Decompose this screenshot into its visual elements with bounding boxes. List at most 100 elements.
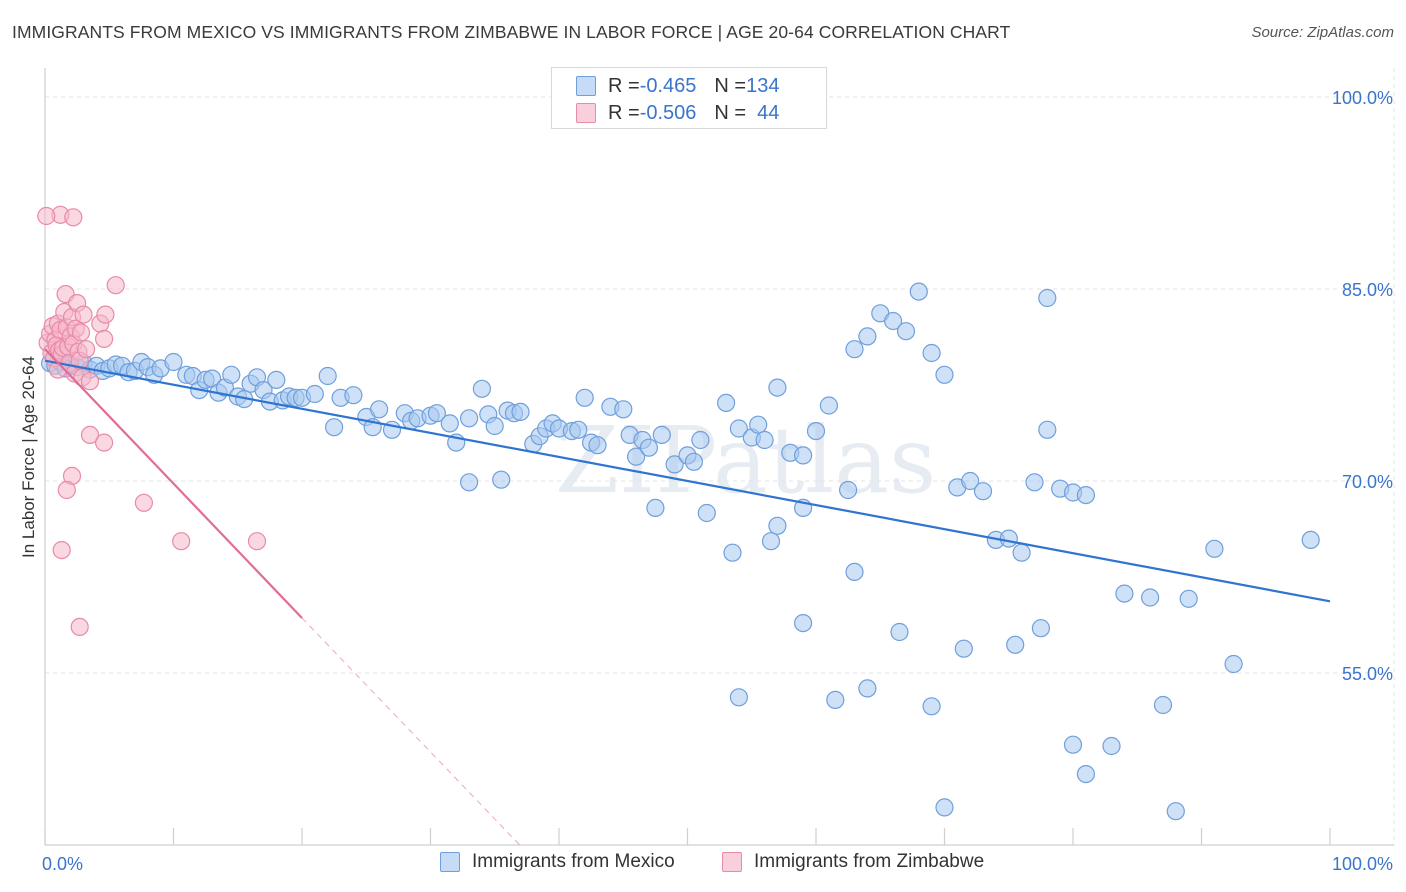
- point-mexico: [1301, 530, 1320, 550]
- point-mexico: [723, 543, 742, 562]
- x-tick-label-max: 100.0%: [1332, 854, 1393, 874]
- axes: [44, 68, 1394, 846]
- point-mexico: [1012, 543, 1031, 562]
- point-zimbabwe: [172, 532, 191, 551]
- point-mexico: [485, 416, 504, 436]
- point-zimbabwe: [76, 340, 96, 359]
- series-legend-swatch-mexico: [440, 852, 460, 872]
- point-mexico: [614, 400, 633, 419]
- point-mexico: [761, 532, 781, 551]
- point-mexico: [1166, 802, 1185, 821]
- legend-r-label: R =: [608, 101, 640, 124]
- point-mexico: [1179, 589, 1198, 608]
- point-zimbabwe: [134, 493, 153, 512]
- point-mexico: [1063, 735, 1083, 754]
- legend-r-value-zimbabwe: -0.506: [639, 101, 697, 124]
- point-mexico: [318, 366, 337, 386]
- legend-r-label: R =: [608, 74, 640, 97]
- point-mexico: [691, 430, 710, 450]
- point-mexico: [1076, 486, 1096, 505]
- point-mexico: [665, 455, 684, 474]
- point-zimbabwe: [247, 532, 267, 551]
- point-mexico: [890, 622, 909, 642]
- series-zimbabwe: [37, 205, 267, 637]
- point-mexico: [729, 688, 749, 707]
- point-mexico: [1038, 288, 1057, 308]
- legend-swatch-zimbabwe: [576, 103, 596, 123]
- point-mexico: [1006, 635, 1025, 654]
- point-zimbabwe: [71, 323, 91, 342]
- point-mexico: [838, 480, 858, 500]
- series-legend: Immigrants from Mexico Immigrants from Z…: [0, 851, 1406, 877]
- point-mexico: [684, 452, 704, 471]
- series-legend-swatch-zimbabwe: [722, 852, 742, 872]
- y-axis-label: In Labor Force | Age 20-64: [19, 356, 38, 558]
- x-tick-labels: 0.0% 100.0%: [42, 854, 1393, 874]
- point-mexico: [768, 378, 787, 397]
- point-mexico: [427, 404, 446, 423]
- point-mexico: [1031, 619, 1051, 638]
- series-mexico: [40, 282, 1320, 821]
- point-zimbabwe: [37, 206, 56, 226]
- correlation-legend: R = -0.465 N = 134 R = -0.506 N = 44: [551, 67, 827, 129]
- point-mexico: [164, 352, 183, 372]
- legend-row-zimbabwe: R = -0.506 N = 44: [576, 101, 779, 125]
- point-mexico: [858, 679, 877, 698]
- series-legend-label-mexico: Immigrants from Mexico: [472, 851, 675, 872]
- point-mexico: [954, 639, 973, 658]
- chart-title: IMMIGRANTS FROM MEXICO VS IMMIGRANTS FRO…: [12, 22, 1011, 42]
- point-mexico: [793, 613, 813, 633]
- y-tick-label: 70.0%: [1342, 472, 1393, 492]
- legend-n-label: N =: [714, 74, 747, 97]
- point-mexico: [460, 409, 479, 428]
- point-mexico: [935, 365, 954, 384]
- point-mexico: [460, 473, 479, 492]
- point-mexico: [749, 415, 768, 434]
- series-legend-mexico: Immigrants from Mexico: [440, 851, 675, 873]
- point-mexico: [909, 282, 928, 301]
- point-mexico: [819, 396, 839, 415]
- point-zimbabwe: [106, 276, 125, 295]
- point-mexico: [639, 438, 659, 457]
- point-mexico: [1025, 473, 1044, 492]
- point-mexico: [883, 311, 903, 331]
- legend-r-value-mexico: -0.465: [639, 74, 697, 97]
- point-mexico: [344, 386, 363, 405]
- point-mexico: [222, 365, 241, 384]
- chart-source: Source: ZipAtlas.com: [1251, 24, 1394, 41]
- point-mexico: [729, 419, 749, 438]
- point-mexico: [845, 562, 864, 582]
- point-zimbabwe: [64, 208, 83, 227]
- y-tick-label: 85.0%: [1342, 280, 1393, 300]
- point-zimbabwe: [96, 305, 115, 324]
- point-mexico: [973, 482, 993, 501]
- point-mexico: [626, 447, 646, 466]
- point-mexico: [755, 430, 774, 450]
- x-tick-label-min: 0.0%: [42, 854, 83, 874]
- y-tick-labels: 100.0% 85.0% 70.0% 55.0%: [1332, 88, 1393, 684]
- point-zimbabwe: [80, 425, 100, 444]
- point-mexico: [1224, 654, 1243, 674]
- trend-line-mexico: [44, 359, 1331, 603]
- point-mexico: [922, 343, 941, 363]
- point-mexico: [858, 327, 877, 346]
- point-mexico: [768, 516, 787, 535]
- point-zimbabwe: [74, 305, 93, 324]
- y-tick-label: 100.0%: [1332, 88, 1393, 108]
- point-mexico: [961, 471, 980, 491]
- legend-n-value-mexico: 134: [746, 74, 780, 97]
- point-mexico: [999, 529, 1018, 548]
- point-mexico: [267, 370, 286, 389]
- point-mexico: [697, 503, 716, 523]
- point-zimbabwe: [52, 540, 71, 560]
- point-mexico: [472, 379, 491, 398]
- point-zimbabwe: [94, 329, 114, 348]
- point-mexico: [826, 690, 845, 710]
- point-mexico: [1115, 584, 1134, 603]
- point-zimbabwe: [70, 617, 89, 637]
- point-mexico: [492, 470, 511, 489]
- point-mexico: [1140, 588, 1160, 607]
- legend-row-mexico: R = -0.465 N = 134: [576, 74, 779, 98]
- point-mexico: [1153, 695, 1173, 715]
